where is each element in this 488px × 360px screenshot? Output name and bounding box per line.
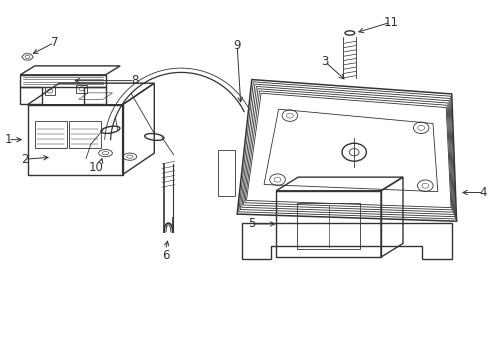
- Text: 10: 10: [88, 161, 103, 174]
- Text: 4: 4: [479, 186, 486, 199]
- Text: 9: 9: [233, 39, 241, 52]
- Text: 1: 1: [4, 133, 12, 146]
- Text: 2: 2: [21, 153, 29, 166]
- Text: 3: 3: [321, 55, 328, 68]
- Text: 6: 6: [162, 249, 169, 262]
- Text: 5: 5: [247, 217, 255, 230]
- Text: 8: 8: [131, 74, 138, 87]
- Text: 11: 11: [383, 16, 397, 29]
- Text: 7: 7: [50, 36, 58, 49]
